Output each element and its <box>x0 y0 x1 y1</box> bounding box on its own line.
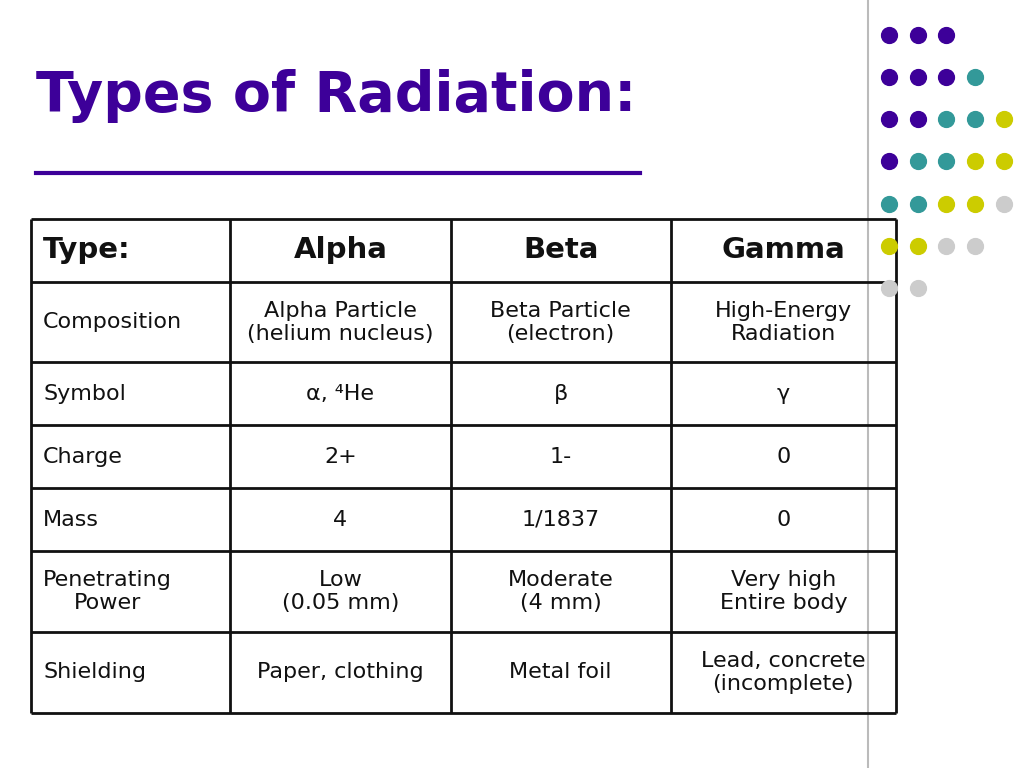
Text: 1/1837: 1/1837 <box>521 510 600 530</box>
Point <box>909 28 926 41</box>
Text: Composition: Composition <box>43 312 182 333</box>
Text: Lead, concrete
(incomplete): Lead, concrete (incomplete) <box>701 650 865 694</box>
Point <box>881 240 897 252</box>
Text: Symbol: Symbol <box>43 384 126 404</box>
Text: Penetrating
Power: Penetrating Power <box>43 570 172 614</box>
Point <box>881 197 897 210</box>
Text: Shielding: Shielding <box>43 662 146 683</box>
Text: Mass: Mass <box>43 510 99 530</box>
Text: 1-: 1- <box>550 447 571 467</box>
Text: Very high
Entire body: Very high Entire body <box>720 570 847 614</box>
Text: 2+: 2+ <box>325 447 356 467</box>
Point <box>995 113 1012 125</box>
Point <box>995 155 1012 167</box>
Point <box>938 71 954 83</box>
Point <box>967 113 983 125</box>
Point <box>909 240 926 252</box>
Point <box>967 197 983 210</box>
Point <box>881 282 897 294</box>
Point <box>909 71 926 83</box>
Text: Beta: Beta <box>523 237 598 264</box>
Point <box>967 71 983 83</box>
Point <box>881 71 897 83</box>
Text: Alpha: Alpha <box>294 237 387 264</box>
Point <box>881 28 897 41</box>
Point <box>967 155 983 167</box>
Text: Charge: Charge <box>43 447 123 467</box>
Text: γ: γ <box>777 384 790 404</box>
Point <box>881 113 897 125</box>
Point <box>909 155 926 167</box>
Text: Beta Particle
(electron): Beta Particle (electron) <box>490 300 631 344</box>
Point <box>909 113 926 125</box>
Text: 4: 4 <box>334 510 347 530</box>
Text: Alpha Particle
(helium nucleus): Alpha Particle (helium nucleus) <box>247 300 434 344</box>
Point <box>938 28 954 41</box>
Text: α, ⁴He: α, ⁴He <box>306 384 375 404</box>
Text: Moderate
(4 mm): Moderate (4 mm) <box>508 570 613 614</box>
Text: 0: 0 <box>776 447 791 467</box>
Text: High-Energy
Radiation: High-Energy Radiation <box>715 300 852 344</box>
Point <box>909 197 926 210</box>
Text: Paper, clothing: Paper, clothing <box>257 662 424 683</box>
Point <box>995 197 1012 210</box>
Point <box>938 113 954 125</box>
Point <box>909 282 926 294</box>
Text: Type:: Type: <box>43 237 131 264</box>
Point <box>938 240 954 252</box>
Point <box>881 155 897 167</box>
Text: 0: 0 <box>776 510 791 530</box>
Point <box>938 197 954 210</box>
Text: Types of Radiation:: Types of Radiation: <box>36 69 636 123</box>
Point <box>967 240 983 252</box>
Text: Gamma: Gamma <box>722 237 845 264</box>
Text: Metal foil: Metal foil <box>509 662 612 683</box>
Text: β: β <box>553 384 568 404</box>
Point <box>938 155 954 167</box>
Text: Low
(0.05 mm): Low (0.05 mm) <box>282 570 399 614</box>
